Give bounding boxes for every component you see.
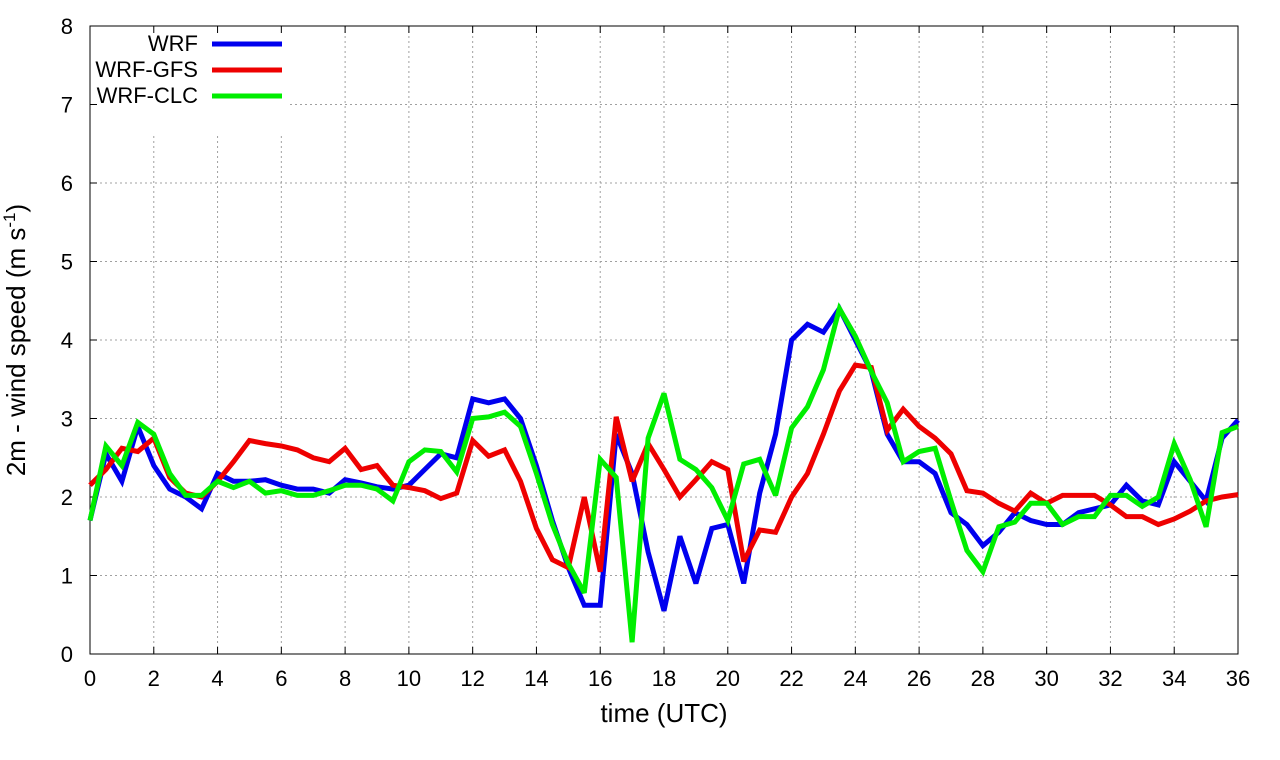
y-tick-label: 2: [61, 485, 73, 510]
x-tick-label: 22: [779, 666, 803, 691]
x-tick-label: 24: [843, 666, 867, 691]
x-tick-label: 34: [1162, 666, 1186, 691]
x-tick-label: 10: [397, 666, 421, 691]
x-tick-label: 30: [1034, 666, 1058, 691]
x-tick-label: 2: [148, 666, 160, 691]
series-line-wrf-clc: [87, 302, 1239, 643]
x-tick-label: 28: [971, 666, 995, 691]
y-tick-label: 5: [61, 250, 73, 275]
y-tick-label: 6: [61, 171, 73, 196]
legend-label-wrf-gfs: WRF-GFS: [95, 57, 198, 82]
x-tick-label: 4: [211, 666, 223, 691]
y-tick-labels: 0 1 2 3 4 5 6 7 8: [61, 14, 73, 667]
x-tick-label: 12: [460, 666, 484, 691]
x-tick-label: 0: [84, 666, 96, 691]
axis-ticks: [89, 25, 1239, 655]
x-axis-title: time (UTC): [600, 698, 727, 728]
legend-label-wrf-clc: WRF-CLC: [97, 83, 199, 108]
x-tick-label: 32: [1098, 666, 1122, 691]
y-axis-title: 2m - wind speed (m s-1): [0, 204, 31, 476]
y-axis-title-main: 2m - wind speed (m s: [1, 228, 31, 477]
y-tick-label: 0: [61, 642, 73, 667]
y-axis-title-end: ): [1, 204, 31, 213]
series-lines: [87, 302, 1240, 643]
y-tick-label: 7: [61, 93, 73, 118]
y-tick-label: 1: [61, 564, 73, 589]
y-tick-label: 4: [61, 328, 73, 353]
legend-label-wrf: WRF: [148, 31, 198, 56]
x-tick-label: 8: [339, 666, 351, 691]
series-line-wrf: [87, 303, 1240, 612]
x-tick-label: 20: [716, 666, 740, 691]
x-tick-label: 14: [524, 666, 548, 691]
x-tick-labels: 0 2 4 6 8 10 12 14 16 18 20 22 24 26 28 30 32 34 36: [84, 666, 1250, 691]
y-tick-label: 3: [61, 407, 73, 432]
plot-frame: [89, 25, 1239, 655]
grid-lines: [90, 26, 1238, 654]
x-tick-label: 18: [652, 666, 676, 691]
x-tick-label: 6: [275, 666, 287, 691]
y-tick-label: 8: [61, 14, 73, 39]
y-axis-title-superscript: -1: [0, 213, 19, 228]
x-tick-label: 16: [588, 666, 612, 691]
legend: WRF WRF-GFS WRF-CLC: [95, 31, 282, 108]
x-tick-label: 36: [1226, 666, 1250, 691]
x-tick-label: 26: [907, 666, 931, 691]
